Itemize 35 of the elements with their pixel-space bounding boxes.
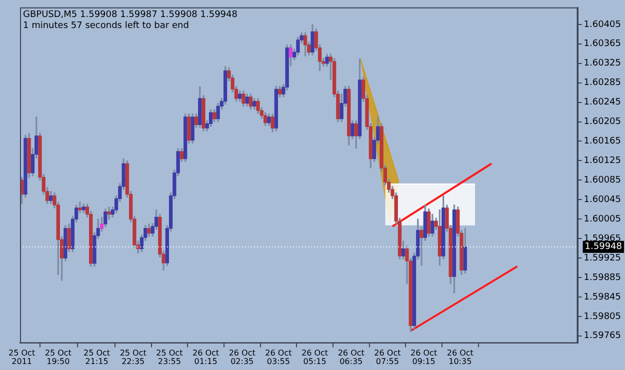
y-tick-label: 1.60205 [584,117,621,128]
x-tick-label: 26 Oct 09:15 [410,348,438,366]
x-tick-label: 26 Oct 06:35 [338,348,364,366]
x-tick-label: 25 Oct 19:50 [44,348,72,366]
text: 1 minutes 57 seconds left to bar end [23,21,189,32]
x-tick-label: 26 Oct 02:35 [228,348,256,366]
x-tick-label: 25 Oct 23:55 [156,348,183,366]
y-tick-label: 1.60125 [584,156,621,166]
x-tick-label: 26 Oct 07:55 [374,348,401,366]
x-tick-label: 26 Oct 01:15 [192,348,220,366]
candlestick [107,206,111,220]
y-tick-label: 1.60365 [584,39,621,50]
x-tick-label: 25 Oct 21:15 [83,348,110,366]
y-tick-label: 1.59845 [584,292,621,302]
candlestick [78,202,82,214]
x-tick-label: 26 Oct 10:35 [446,348,474,366]
y-tick-label: 1.60325 [584,58,621,69]
y-tick-label: 1.60085 [584,176,621,186]
x-tick-label: 25 Oct 2011 [8,348,36,366]
y-tick-label: 1.60005 [584,214,621,224]
y-tick-label: 1.60045 [584,194,621,205]
y-tick-label: 1.59925 [584,253,621,264]
candlestick [420,227,424,266]
chart-title: GBPUSD,M5 1.59908 1.59987 1.59908 1.59948 [23,10,238,20]
y-tick-label: 1.59765 [584,331,621,342]
x-tick-label: 25 Oct 22:35 [120,348,146,366]
ref-line-label: 1.59948 [584,242,622,252]
y-tick-label: 1.59885 [584,272,621,283]
x-tick-label: 26 Oct 05:15 [302,348,328,366]
y-tick-label: 1.59805 [584,312,621,322]
x-tick-label: 26 Oct 03:55 [265,348,292,366]
y-tick-label: 1.60285 [584,78,621,88]
y-tick-label: 1.60245 [584,98,621,108]
y-tick-label: 1.60405 [584,20,621,30]
y-tick-label: 1.60165 [584,136,621,147]
